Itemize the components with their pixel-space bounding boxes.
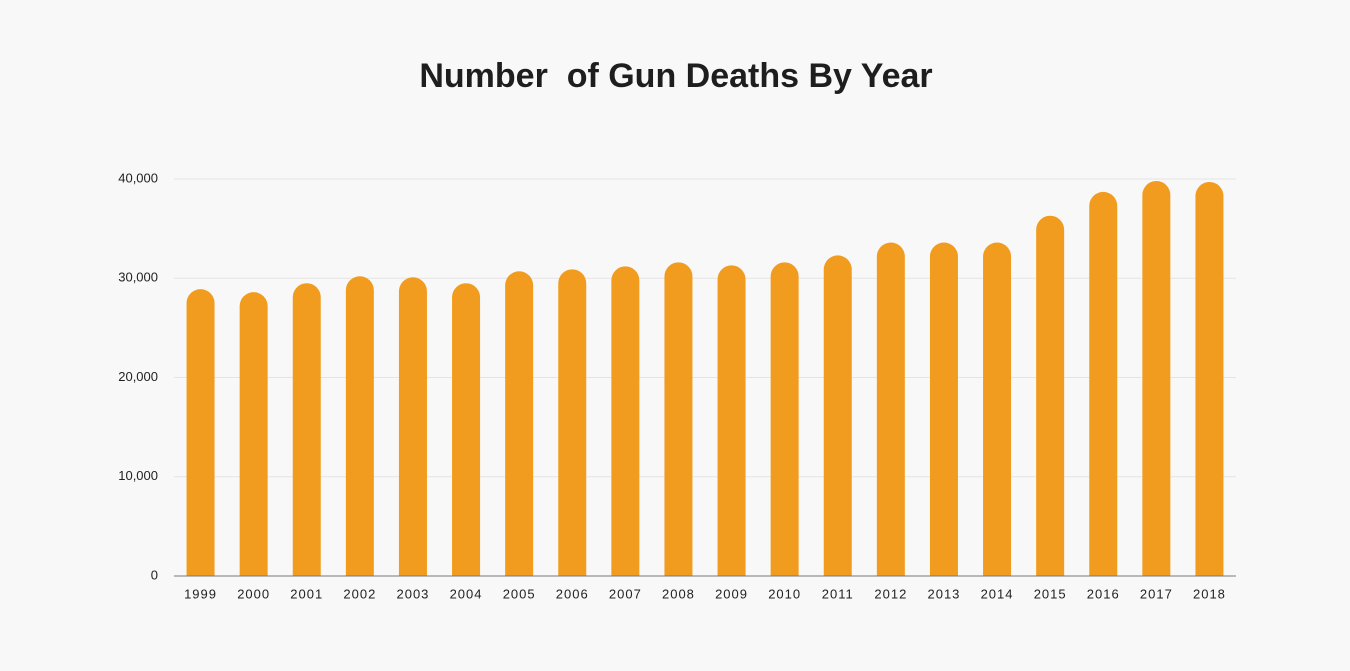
x-tick-label: 2016 (1087, 586, 1120, 601)
x-tick-label: 2008 (662, 586, 695, 601)
bar (823, 255, 852, 576)
x-tick-label: 2002 (343, 586, 376, 601)
x-tick-label: 2004 (450, 586, 483, 601)
x-tick-label: 2001 (290, 586, 323, 601)
bar (239, 292, 268, 576)
x-tick-label: 2009 (715, 586, 748, 601)
bar (186, 289, 215, 576)
x-tick-label: 2014 (981, 586, 1014, 601)
x-tick-label: 2005 (503, 586, 536, 601)
x-tick-label: 2012 (874, 586, 907, 601)
chart-title: Number of Gun Deaths By Year (419, 57, 932, 95)
y-tick-label: 20,000 (118, 369, 158, 384)
x-tick-label: 2006 (556, 586, 589, 601)
bar (505, 271, 534, 576)
x-tick-label: 2000 (237, 586, 270, 601)
bar (664, 262, 693, 576)
y-tick-label: 40,000 (118, 170, 158, 185)
y-tick-label: 0 (151, 567, 158, 582)
bar (292, 283, 321, 576)
x-tick-label: 2013 (927, 586, 960, 601)
bar (929, 242, 958, 576)
bar (1036, 215, 1065, 576)
x-tick-label: 2011 (822, 586, 854, 601)
x-tick-label: 2018 (1193, 586, 1226, 601)
x-tick-label: 2015 (1034, 586, 1067, 601)
x-tick-label: 2003 (396, 586, 429, 601)
x-tick-label: 2017 (1140, 586, 1173, 601)
bar (876, 242, 905, 576)
bar (558, 269, 587, 576)
bar (983, 242, 1012, 576)
bar (452, 283, 481, 576)
bar (1195, 181, 1224, 576)
bar (345, 276, 374, 576)
bar (717, 265, 746, 576)
x-tick-label: 1999 (184, 586, 217, 601)
bar (398, 277, 427, 576)
bar (611, 266, 640, 576)
x-tick-label: 2007 (609, 586, 642, 601)
bar (1142, 180, 1171, 576)
x-tick-label: 2010 (768, 586, 801, 601)
y-tick-label: 10,000 (118, 468, 158, 483)
bar (770, 262, 799, 576)
bar (1089, 191, 1118, 576)
y-tick-label: 30,000 (118, 270, 158, 285)
